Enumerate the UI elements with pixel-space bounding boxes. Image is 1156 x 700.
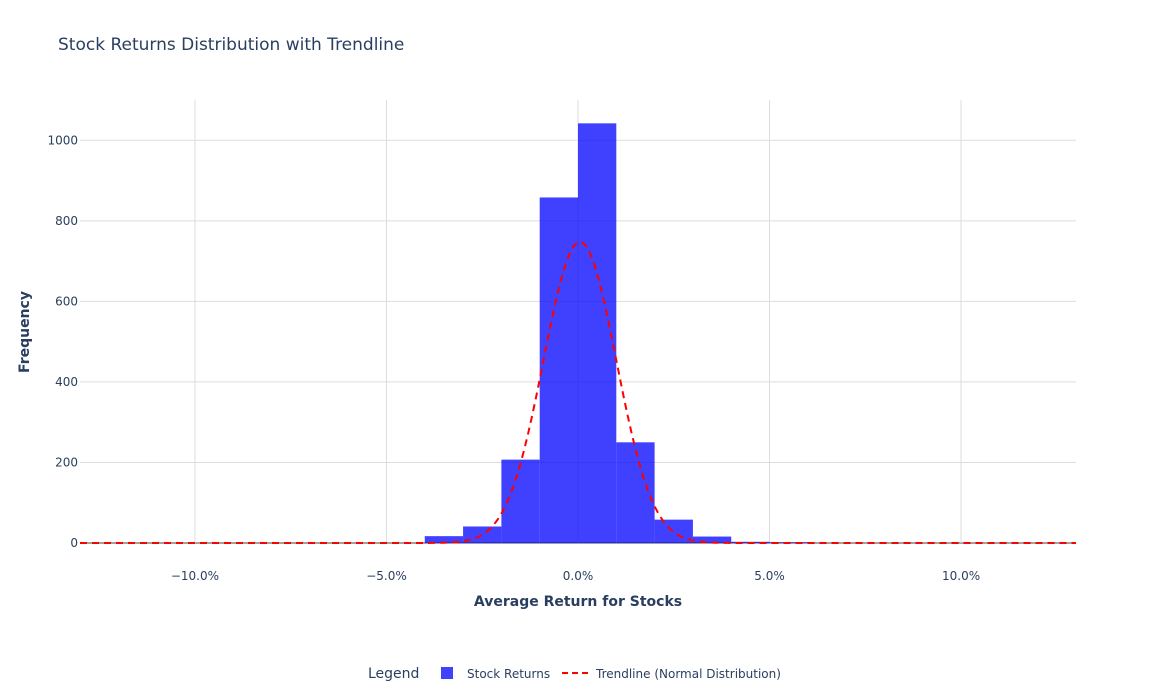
histogram-bar[interactable] [463, 526, 502, 543]
y-tick-label: 800 [55, 214, 78, 228]
y-tick-label: 400 [55, 375, 78, 389]
legend: Legend Stock Returns Trendline (Normal D… [368, 666, 781, 682]
legend-swatch-stock-returns[interactable] [441, 667, 453, 679]
trendline[interactable] [80, 241, 1076, 544]
x-axis-title: Average Return for Stocks [474, 594, 682, 610]
y-tick-label: 200 [55, 455, 78, 469]
histogram-bar[interactable] [424, 536, 464, 543]
histogram-bar[interactable] [654, 519, 693, 543]
y-tick-label: 0 [70, 536, 78, 550]
histogram-bar[interactable] [539, 197, 578, 543]
x-tick-label: 10.0% [942, 569, 980, 583]
histogram-bar[interactable] [692, 536, 732, 543]
histogram-bar[interactable] [616, 442, 655, 543]
y-tick-label: 1000 [47, 133, 78, 147]
x-tick-label: −10.0% [171, 569, 219, 583]
x-tick-label: 0.0% [563, 569, 594, 583]
legend-title: Legend [368, 666, 419, 682]
x-tick-label: 5.0% [754, 569, 785, 583]
y-tick-label: 600 [55, 294, 78, 308]
y-axis-title: Frequency [17, 291, 33, 373]
x-tick-label: −5.0% [366, 569, 407, 583]
chart-title: Stock Returns Distribution with Trendlin… [58, 35, 404, 55]
histogram-bars [424, 123, 808, 543]
trendline-layer [80, 241, 1076, 544]
legend-label-trendline[interactable]: Trendline (Normal Distribution) [595, 667, 781, 681]
y-tick-labels: 0 200 400 600 800 1000 [47, 133, 78, 550]
x-tick-labels: −10.0% −5.0% 0.0% 5.0% 10.0% [171, 569, 980, 583]
legend-label-stock-returns[interactable]: Stock Returns [467, 667, 550, 681]
